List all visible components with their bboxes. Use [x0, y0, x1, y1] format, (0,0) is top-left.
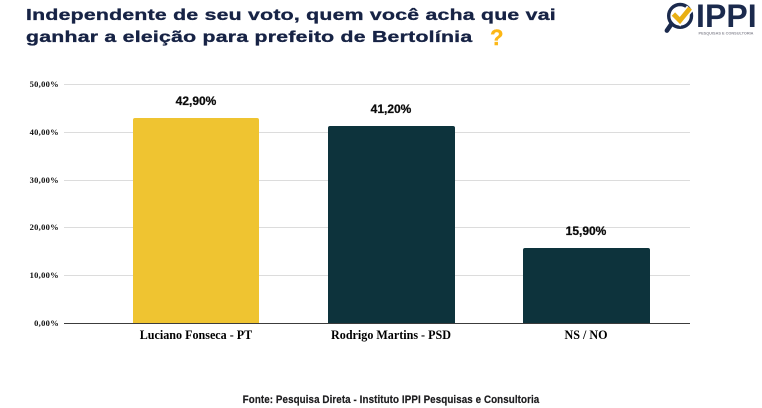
svg-text:PESQUISAS E CONSULTORIA: PESQUISAS E CONSULTORIA	[699, 31, 754, 35]
svg-text:IPPI: IPPI	[696, 0, 757, 34]
